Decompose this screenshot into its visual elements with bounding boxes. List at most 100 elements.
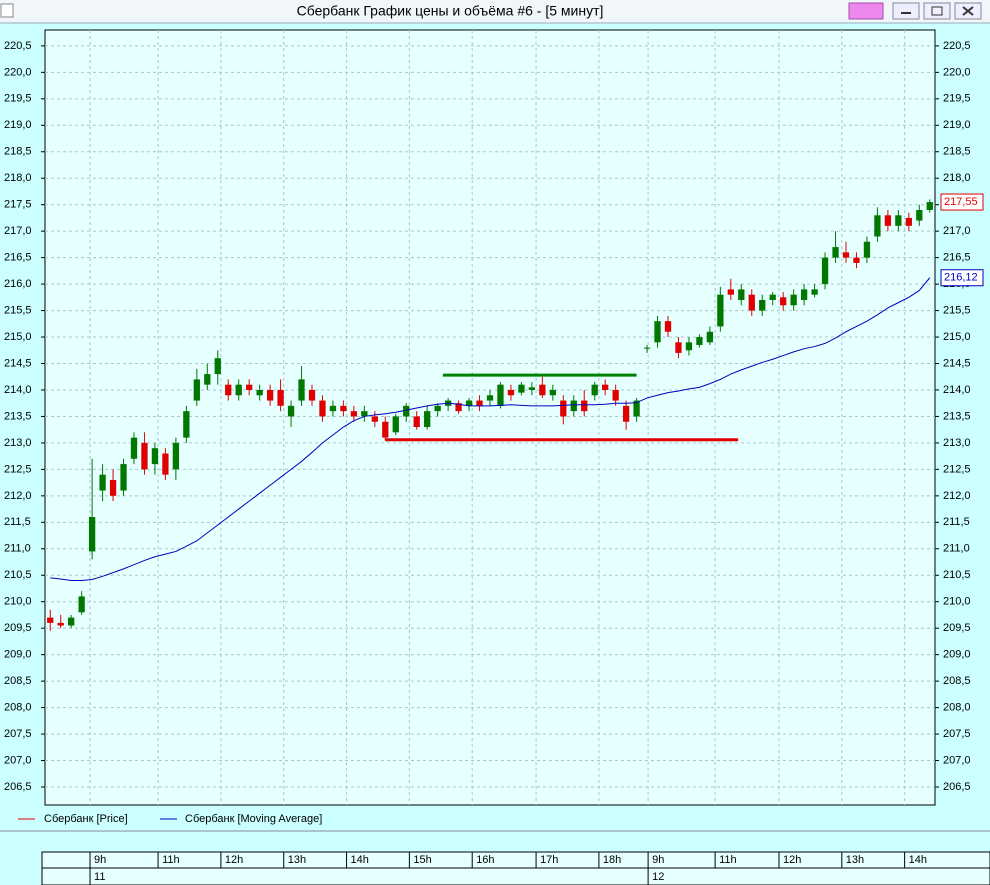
y-tick-label: 206,5 (943, 781, 971, 793)
minimize-button[interactable] (892, 2, 920, 20)
legend-label: Сбербанк [Moving Average] (185, 813, 322, 825)
y-tick-label: 219,5 (4, 93, 32, 105)
candle-body (905, 217, 912, 226)
candle-body (633, 400, 640, 417)
y-tick-label: 216,0 (4, 278, 32, 290)
candle-body (874, 215, 881, 237)
y-tick-label: 209,0 (4, 649, 32, 661)
y-tick-label: 209,5 (4, 622, 32, 634)
candle-body (47, 617, 54, 623)
candle-body (57, 622, 64, 626)
candle-body (821, 257, 829, 285)
candle-body (130, 437, 138, 459)
candle-body (141, 442, 148, 470)
window-icon (0, 3, 14, 18)
candle-body (518, 384, 525, 393)
candle-body (780, 297, 787, 306)
candle-body (340, 405, 347, 412)
candle-body (507, 389, 515, 396)
candle-body (853, 257, 860, 263)
link-button[interactable] (848, 2, 884, 20)
time-label: 9h (94, 854, 106, 866)
day-label: 11 (94, 871, 105, 883)
candle-body (926, 202, 933, 210)
y-tick-label: 220,0 (4, 66, 32, 78)
y-tick-label: 213,0 (943, 437, 971, 449)
candle-body (120, 464, 127, 491)
candle-body (68, 617, 75, 626)
y-tick-label: 219,5 (943, 93, 971, 105)
y-tick-label: 208,0 (943, 702, 971, 714)
y-tick-label: 215,5 (4, 304, 32, 316)
legend-label: Сбербанк [Price] (44, 813, 128, 825)
y-tick-label: 208,0 (4, 702, 32, 714)
y-tick-label: 209,0 (943, 649, 971, 661)
candle-body (204, 374, 211, 385)
candle-body (183, 411, 190, 438)
candle-body (759, 299, 766, 311)
moving-average-line (50, 277, 931, 582)
candle-body (539, 384, 546, 396)
restore-button[interactable] (923, 2, 951, 20)
y-tick-label: 213,5 (943, 410, 971, 422)
y-tick-label: 211,0 (4, 543, 31, 555)
candle-body (266, 389, 274, 401)
candle-body (790, 294, 797, 306)
y-tick-label: 207,0 (4, 754, 32, 766)
close-icon (962, 6, 974, 16)
y-tick-label: 208,5 (4, 675, 32, 687)
y-tick-label: 216,5 (4, 252, 32, 264)
restore-icon (931, 6, 943, 16)
y-tick-label: 211,5 (4, 516, 31, 528)
candle-body (193, 379, 200, 401)
y-tick-label: 215,5 (943, 304, 971, 316)
candle-body (486, 395, 494, 401)
time-label: 11h (162, 854, 180, 866)
time-label: 9h (652, 854, 664, 866)
candle-body (696, 337, 703, 345)
candle-body (78, 596, 85, 613)
candle-body (109, 479, 117, 496)
y-tick-label: 217,0 (943, 225, 971, 237)
y-tick-label: 207,5 (4, 728, 32, 740)
y-tick-label: 212,5 (4, 463, 32, 475)
y-tick-label: 213,5 (4, 410, 32, 422)
time-label: 18h (603, 854, 621, 866)
candle-body (591, 384, 598, 396)
y-tick-label: 215,0 (4, 331, 32, 343)
candle-body (832, 247, 839, 258)
y-tick-label: 212,5 (943, 463, 971, 475)
candle-body (361, 411, 368, 417)
last-value-box (940, 269, 984, 287)
candle-body (371, 416, 378, 422)
candle-body (654, 321, 661, 343)
candle-body (298, 379, 305, 401)
candle-body (622, 405, 630, 422)
candle-body (685, 342, 693, 351)
candle-body (769, 294, 776, 300)
y-tick-label: 218,0 (943, 172, 971, 184)
y-tick-label: 216,5 (943, 252, 971, 264)
candle-body (287, 405, 295, 417)
candle-body (612, 389, 619, 401)
candle-body (225, 384, 232, 396)
candle-body (549, 389, 556, 396)
candle-body (455, 403, 462, 412)
candle-body (675, 342, 682, 353)
y-tick-label: 212,0 (4, 490, 32, 502)
y-tick-label: 220,0 (943, 66, 971, 78)
candle-body (916, 209, 923, 221)
y-tick-label: 218,0 (4, 172, 32, 184)
candle-body (727, 289, 734, 295)
y-tick-label: 211,0 (943, 543, 970, 555)
y-tick-label: 220,5 (4, 40, 32, 52)
last-value-label: 216,12 (944, 272, 978, 284)
candle-body (235, 384, 242, 396)
plot-area (44, 29, 936, 806)
candle-body (256, 389, 263, 396)
y-tick-label: 219,0 (4, 119, 32, 131)
y-tick-label: 207,0 (943, 754, 971, 766)
y-tick-label: 219,0 (943, 119, 971, 131)
candle-body (350, 411, 358, 417)
